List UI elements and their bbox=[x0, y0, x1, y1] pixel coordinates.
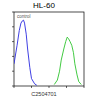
histogram-line bbox=[54, 37, 81, 84]
y-tick bbox=[12, 12, 14, 13]
x-tick bbox=[84, 86, 85, 88]
y-tick bbox=[12, 26, 14, 27]
x-tick bbox=[49, 86, 50, 88]
x-tick bbox=[66, 86, 67, 88]
title: HL-60 bbox=[33, 1, 55, 10]
x-tick bbox=[14, 86, 15, 88]
plot-frame bbox=[14, 12, 84, 86]
legend-entry: control bbox=[17, 14, 31, 19]
chart-root: HL-60control C2504701 bbox=[0, 0, 88, 100]
chart: HL-60control C2504701 bbox=[0, 0, 88, 100]
histogram-line bbox=[14, 20, 37, 85]
y-tick bbox=[12, 41, 14, 42]
y-tick bbox=[12, 86, 14, 87]
y-tick bbox=[12, 71, 14, 72]
y-tick bbox=[12, 56, 14, 57]
data-group bbox=[14, 20, 81, 85]
caption: C2504701 bbox=[31, 91, 56, 97]
x-tick bbox=[31, 86, 32, 88]
